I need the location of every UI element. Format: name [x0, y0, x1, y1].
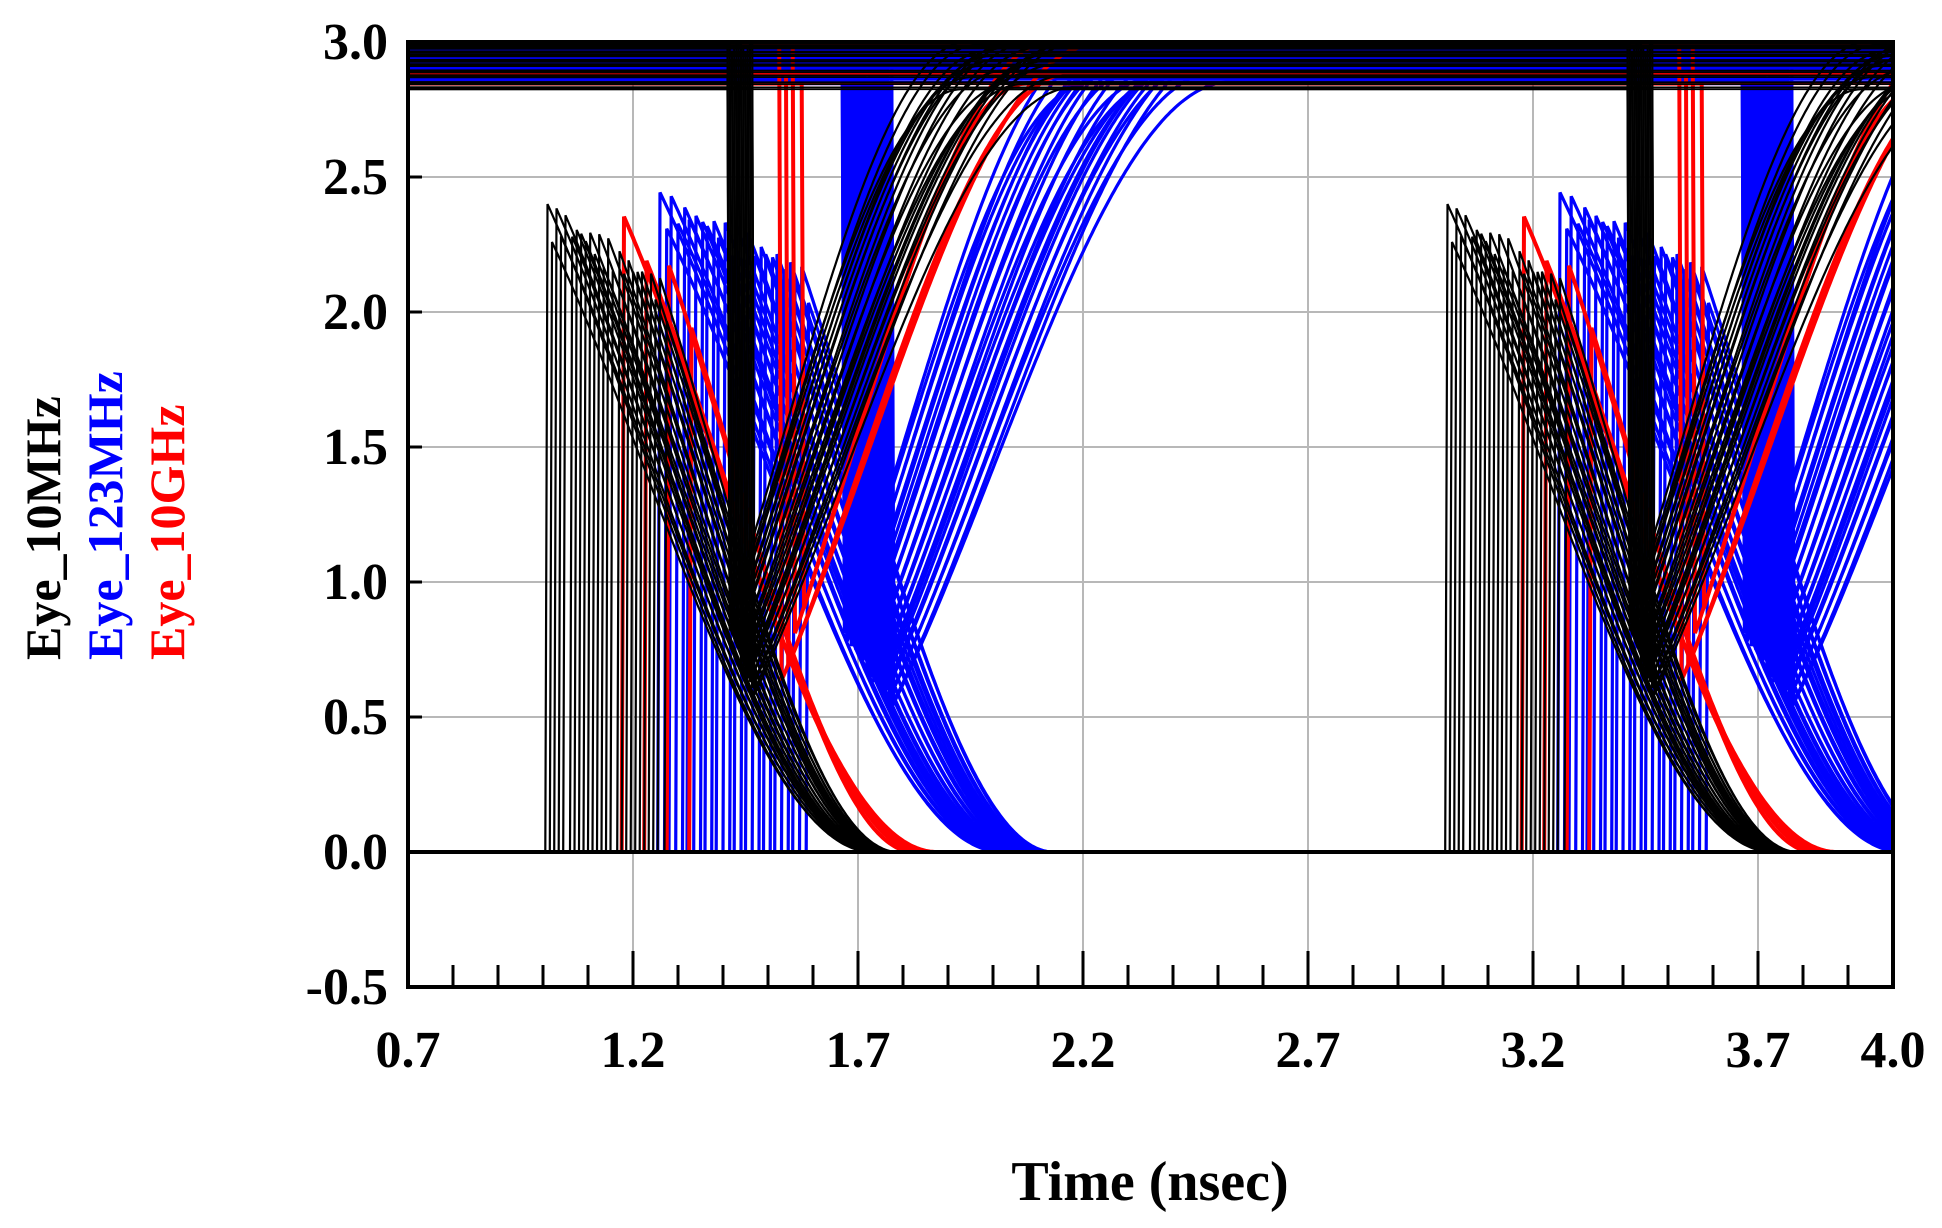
- x-tick-label: 1.7: [826, 1022, 891, 1079]
- x-tick-label: 1.2: [601, 1022, 666, 1079]
- y-tick-label: 3.0: [323, 14, 388, 71]
- x-tick-label: 4.0: [1861, 1022, 1926, 1079]
- legend-entry-eye-123mhz: Eye_123MHz: [77, 371, 133, 660]
- y-tick-label: 0.5: [323, 689, 388, 746]
- x-tick-label: 2.7: [1276, 1022, 1341, 1079]
- legend-entry-eye-10mhz: Eye_10MHz: [15, 396, 71, 660]
- tick-labels: 0.7 1.2 1.7 2.2 2.7 3.2 3.7 4.0 3.0 2.5 2.0 1.5 1.0 0…: [306, 14, 1926, 1079]
- axis-ticks: [406, 40, 1895, 989]
- y-tick-label: -0.5: [306, 959, 388, 1016]
- x-axis-title: Time (nsec): [1011, 1151, 1288, 1213]
- legend-3: Eye_10GHz: [139, 404, 195, 660]
- y-tick-label: 1.5: [323, 419, 388, 476]
- x-tick-label: 0.7: [376, 1022, 441, 1079]
- legend-entry-eye-10ghz: Eye_10GHz: [139, 404, 195, 660]
- x-tick-label: 3.7: [1726, 1022, 1791, 1079]
- y-tick-label: 2.5: [323, 149, 388, 206]
- x-tick-label: 3.2: [1501, 1022, 1566, 1079]
- legend-2: Eye_123MHz: [77, 371, 133, 660]
- y-tick-label: 2.0: [323, 284, 388, 341]
- y-tick-label: 1.0: [323, 554, 388, 611]
- plot-frame: [406, 40, 1895, 989]
- legend: Eye_10MHz: [15, 396, 71, 660]
- x-tick-label: 2.2: [1051, 1022, 1116, 1079]
- y-tick-label: 0.0: [323, 824, 388, 881]
